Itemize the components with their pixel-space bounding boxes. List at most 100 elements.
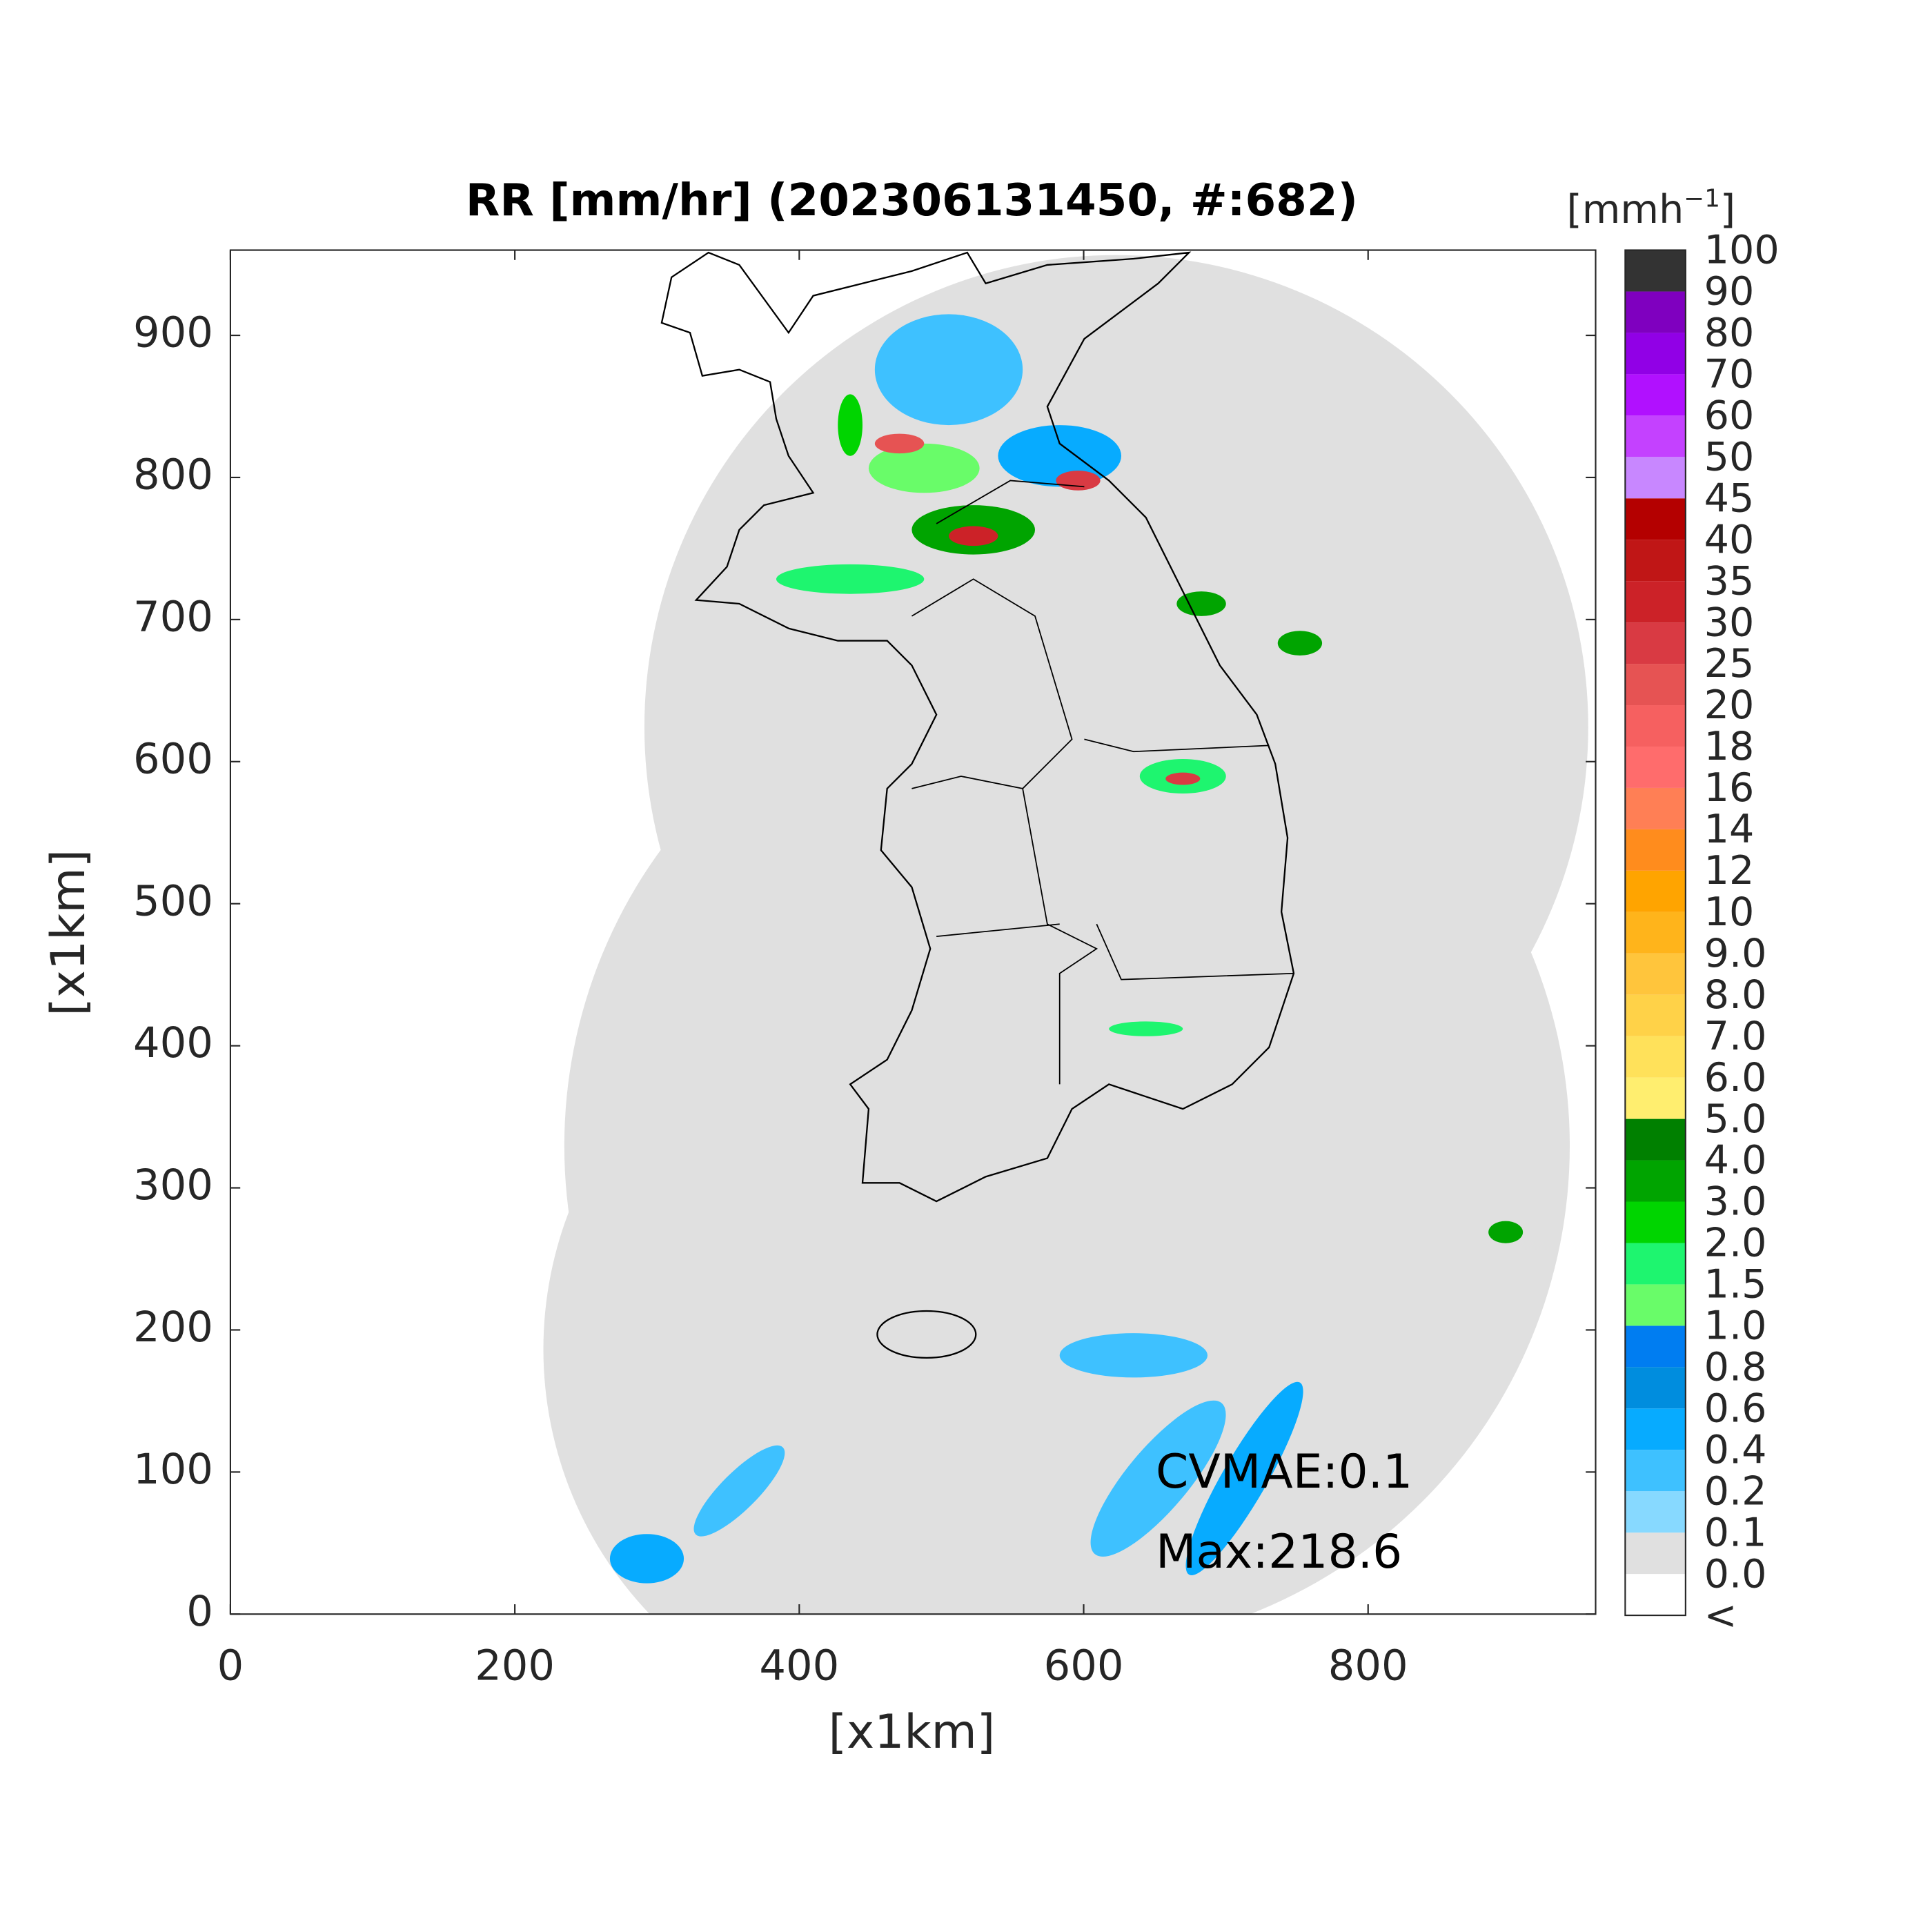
colorbar-segment: [1625, 540, 1686, 582]
colorbar-segment: [1625, 1367, 1686, 1409]
colorbar-segment: [1625, 829, 1686, 871]
colorbar-segment: [1625, 1243, 1686, 1285]
colorbar-segment: [1625, 1036, 1686, 1078]
colorbar-segment: [1625, 415, 1686, 457]
colorbar-label: 0.6: [1704, 1386, 1767, 1431]
colorbar-label: 0.8: [1704, 1345, 1767, 1390]
colorbar-segment: [1625, 622, 1686, 664]
colorbar-label: 25: [1704, 641, 1755, 687]
colorbar-segment: [1625, 664, 1686, 706]
colorbar-title: [mmh−1]: [1566, 184, 1735, 232]
colorbar-label: <: [1704, 1593, 1737, 1638]
colorbar-label: 35: [1704, 558, 1755, 604]
colorbar-segment: [1625, 581, 1686, 623]
province-borders: [911, 480, 1294, 1085]
colorbar-label: 45: [1704, 475, 1755, 521]
radar-coverage: [543, 966, 1310, 1615]
annotation: CVMAE:0.1: [1156, 1445, 1412, 1499]
colorbar-segment: [1625, 1118, 1686, 1161]
colorbar-label: 1.5: [1704, 1262, 1767, 1308]
colorbar-label: 6.0: [1704, 1055, 1767, 1101]
y-tick-label: 200: [133, 1303, 213, 1352]
colorbar-label: 0.2: [1704, 1468, 1767, 1514]
y-tick-label: 100: [133, 1446, 213, 1494]
y-tick-label: 600: [133, 735, 213, 783]
colorbar-label: 9.0: [1704, 931, 1767, 976]
colorbar-label: 14: [1704, 807, 1755, 852]
colorbar-label: 50: [1704, 434, 1755, 480]
colorbar-label: 10: [1704, 889, 1755, 935]
colorbar-segment: [1625, 1077, 1686, 1119]
colorbar-segment: [1625, 333, 1686, 375]
colorbar-segment: [1625, 1160, 1686, 1202]
colorbar-title-sup: −1: [1684, 184, 1720, 213]
colorbar-label: 60: [1704, 393, 1755, 439]
colorbar-title-end: ]: [1720, 187, 1735, 233]
x-tick-label: 800: [1328, 1642, 1408, 1690]
colorbar-segment: [1625, 457, 1686, 499]
colorbar-label: 90: [1704, 269, 1755, 315]
colorbar-label: 2.0: [1704, 1221, 1767, 1266]
chart-title: RR [mm/hr] (202306131450, #:682): [466, 175, 1358, 226]
x-tick-label: 400: [759, 1642, 839, 1690]
colorbar-label: 80: [1704, 310, 1755, 356]
x-tick-label: 600: [1044, 1642, 1124, 1690]
colorbar-segment: [1625, 498, 1686, 540]
colorbar-segment: [1625, 250, 1686, 292]
y-tick-label: 700: [133, 593, 213, 641]
y-tick-label: 500: [133, 877, 213, 925]
annotation: Max:218.6: [1156, 1525, 1402, 1579]
colorbar-label: 70: [1704, 352, 1755, 397]
colorbar-segment: [1625, 374, 1686, 416]
y-tick-label: 800: [133, 451, 213, 500]
colorbar-label: 20: [1704, 682, 1755, 728]
colorbar-segment: [1625, 1201, 1686, 1243]
colorbar-label: 3.0: [1704, 1179, 1767, 1225]
colorbar-label: 0.4: [1704, 1427, 1767, 1472]
colorbar-segment: [1625, 1574, 1686, 1616]
y-tick-label: 0: [186, 1588, 213, 1636]
y-tick-label: 900: [133, 309, 213, 357]
colorbar-label: 30: [1704, 600, 1755, 645]
colorbar-segment: [1625, 911, 1686, 954]
x-axis-label: [x1km]: [829, 1705, 996, 1759]
colorbar-label: 16: [1704, 765, 1755, 811]
colorbar-label: 12: [1704, 848, 1755, 894]
y-tick-label: 400: [133, 1019, 213, 1067]
x-tick-label: 0: [217, 1642, 244, 1690]
plot-frame: [229, 249, 1597, 1615]
colorbar-segment: [1625, 1532, 1686, 1575]
colorbar-segment: [1625, 1408, 1686, 1450]
colorbar-label: 0.1: [1704, 1510, 1767, 1555]
colorbar-segment: [1625, 291, 1686, 333]
colorbar-segment: [1625, 746, 1686, 788]
colorbar-label: 100: [1704, 228, 1780, 273]
x-tick-label: 200: [475, 1642, 555, 1690]
colorbar-segment: [1625, 994, 1686, 1036]
jeju-coastline: [876, 1310, 977, 1359]
colorbar-segment: [1625, 953, 1686, 995]
colorbar-segment: [1625, 1325, 1686, 1368]
colorbar-segment: [1625, 787, 1686, 829]
y-tick-label: 300: [133, 1161, 213, 1210]
colorbar-label: 4.0: [1704, 1138, 1767, 1183]
colorbar-frame: [1624, 249, 1686, 1617]
colorbar-segment: [1625, 1450, 1686, 1492]
colorbar-label: 0.0: [1704, 1551, 1767, 1597]
colorbar-label: 18: [1704, 724, 1755, 769]
colorbar-segment: [1625, 705, 1686, 747]
colorbar-title-base: [mmh: [1566, 187, 1684, 233]
colorbar-segment: [1625, 1491, 1686, 1533]
colorbar-label: 5.0: [1704, 1096, 1767, 1142]
colorbar-segment: [1625, 870, 1686, 912]
colorbar-label: 40: [1704, 517, 1755, 562]
colorbar-segment: [1625, 1284, 1686, 1326]
y-axis-label: [x1km]: [41, 849, 96, 1016]
precipitation: [609, 314, 1524, 1584]
colorbar-label: 1.0: [1704, 1303, 1767, 1349]
map-layer: [543, 251, 1588, 1615]
coastline: [660, 251, 1295, 1203]
colorbar-label: 7.0: [1704, 1014, 1767, 1059]
